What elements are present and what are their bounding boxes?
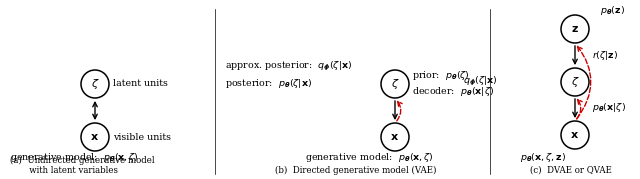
Circle shape — [381, 70, 409, 98]
Text: visible units: visible units — [113, 132, 171, 142]
Circle shape — [561, 68, 589, 96]
Text: $\mathbf{x}$: $\mathbf{x}$ — [570, 130, 579, 140]
Text: generative model:  $p_{\boldsymbol{\theta}}(\mathbf{x}, \zeta)$: generative model: $p_{\boldsymbol{\theta… — [10, 151, 139, 163]
Circle shape — [81, 70, 109, 98]
Text: $\mathbf{z}$: $\mathbf{z}$ — [571, 24, 579, 34]
Text: $r(\zeta|\mathbf{z})$: $r(\zeta|\mathbf{z})$ — [592, 49, 618, 62]
Text: $q_{\boldsymbol{\phi}}(\zeta|\mathbf{x})$: $q_{\boldsymbol{\phi}}(\zeta|\mathbf{x})… — [463, 75, 498, 89]
Text: (b)  Directed generative model (VAE): (b) Directed generative model (VAE) — [275, 166, 436, 175]
Circle shape — [561, 15, 589, 43]
Text: (a)  Undirected generative model
       with latent variables: (a) Undirected generative model with lat… — [10, 156, 155, 175]
Text: $\zeta$: $\zeta$ — [91, 77, 99, 91]
Text: $p_{\boldsymbol{\theta}}(\mathbf{x}, \zeta, \mathbf{z})$: $p_{\boldsymbol{\theta}}(\mathbf{x}, \ze… — [520, 151, 566, 163]
Text: $\zeta$: $\zeta$ — [390, 77, 399, 91]
Text: (c)  DVAE or QVAE: (c) DVAE or QVAE — [530, 166, 612, 175]
Text: $\zeta$: $\zeta$ — [571, 75, 579, 89]
Text: prior:  $p_{\boldsymbol{\theta}}(\zeta)$: prior: $p_{\boldsymbol{\theta}}(\zeta)$ — [412, 69, 470, 83]
Circle shape — [381, 123, 409, 151]
Text: $p_{\boldsymbol{\theta}}(\mathbf{z})$: $p_{\boldsymbol{\theta}}(\mathbf{z})$ — [600, 4, 625, 17]
Circle shape — [561, 121, 589, 149]
Circle shape — [81, 123, 109, 151]
Text: latent units: latent units — [113, 79, 168, 88]
Text: decoder:  $p_{\boldsymbol{\theta}}(\mathbf{x}|\zeta)$: decoder: $p_{\boldsymbol{\theta}}(\mathb… — [412, 86, 494, 98]
Text: $\mathbf{x}$: $\mathbf{x}$ — [390, 132, 399, 142]
Text: posterior:  $p_{\boldsymbol{\theta}}(\zeta|\mathbf{x})$: posterior: $p_{\boldsymbol{\theta}}(\zet… — [225, 76, 312, 90]
Text: generative model:  $p_{\boldsymbol{\theta}}(\mathbf{x}, \zeta)$: generative model: $p_{\boldsymbol{\theta… — [305, 151, 434, 163]
Text: $\mathbf{x}$: $\mathbf{x}$ — [90, 132, 99, 142]
Text: approx. posterior:  $q_{\boldsymbol{\phi}}(\zeta|\mathbf{x})$: approx. posterior: $q_{\boldsymbol{\phi}… — [225, 60, 353, 74]
Text: $p_{\boldsymbol{\theta}}(\mathbf{x}|\zeta)$: $p_{\boldsymbol{\theta}}(\mathbf{x}|\zet… — [592, 101, 626, 115]
